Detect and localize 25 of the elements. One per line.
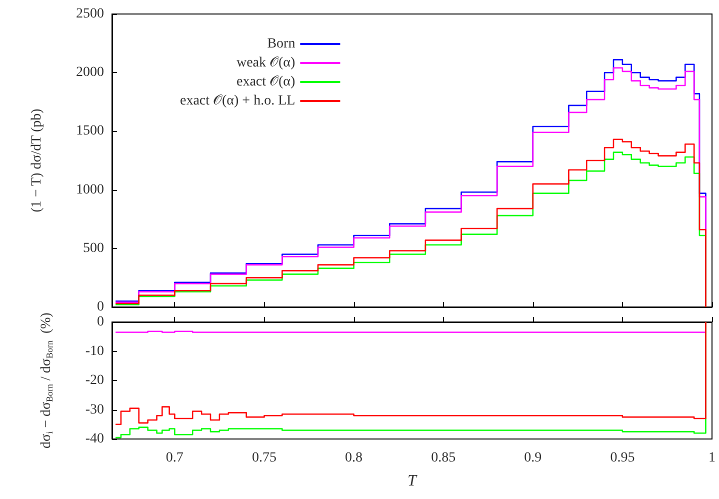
y-tick-label: -20 — [85, 373, 104, 388]
y-tick-label: 0 — [97, 314, 104, 330]
x-tick-label: 0.8 — [345, 450, 363, 466]
y-tick-label: 2500 — [76, 6, 104, 22]
legend-label: Born — [267, 36, 296, 52]
legend-label: exact 𝒪(α) + h.o. LL — [180, 94, 296, 108]
x-tick-label: 0.9 — [524, 450, 542, 466]
y-tick-label: 0 — [97, 300, 104, 314]
y-tick-label: 1500 — [76, 124, 104, 139]
y-tick-label: -30 — [85, 402, 104, 418]
y-axis-title: (1 − T) dσ/dT (pb) — [30, 108, 44, 212]
x-tick-label: 0.95 — [610, 450, 635, 466]
y-tick-label: -40 — [85, 432, 104, 446]
x-axis-title: T — [408, 472, 418, 490]
y-tick-label: 1000 — [76, 182, 104, 198]
legend-label: exact 𝒪(α) — [236, 74, 296, 90]
legend-label: weak 𝒪(α) — [236, 56, 296, 70]
y-tick-label: 500 — [83, 240, 104, 256]
x-tick-label: 0.7 — [166, 450, 184, 466]
y-tick-label: -10 — [85, 344, 104, 359]
x-tick-label: 0.75 — [252, 450, 276, 466]
x-tick-label: 1 — [708, 450, 716, 466]
y-tick-label: 2000 — [76, 65, 104, 80]
x-tick-label: 0.85 — [431, 450, 456, 466]
y-axis-title: dσi − dσBorn / dσBorn (%) — [39, 312, 54, 448]
